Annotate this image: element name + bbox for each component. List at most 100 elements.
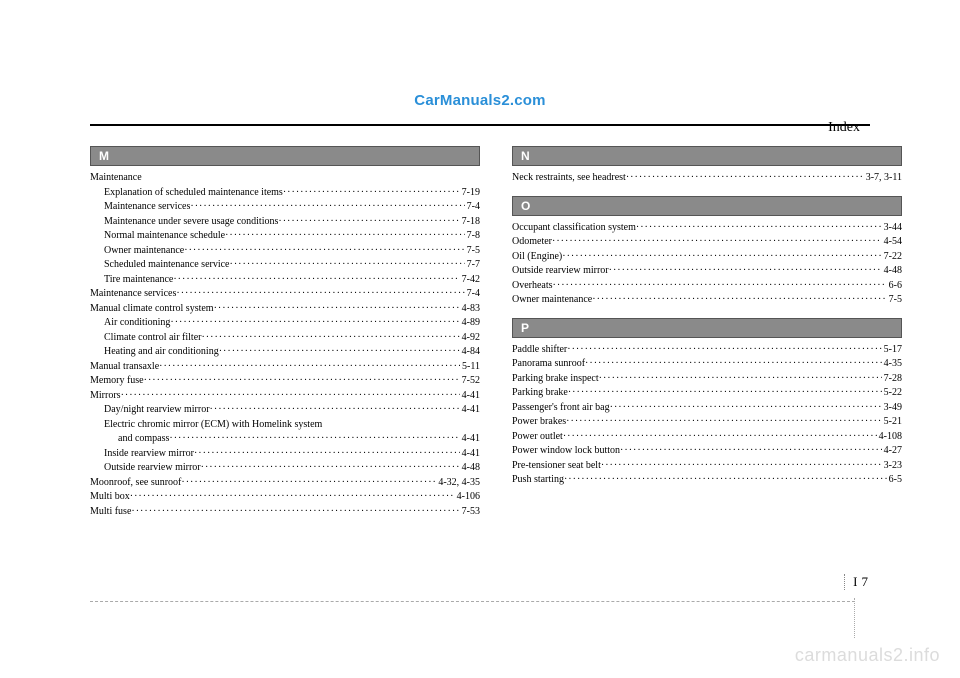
- index-entry: Inside rearview mirror 4-41: [90, 447, 480, 462]
- index-entry-page: 4-35: [882, 357, 902, 372]
- index-entry-page: 4-41: [460, 432, 480, 447]
- index-entry-leader: [144, 374, 460, 389]
- index-entry-page: 4-32, 4-35: [436, 476, 480, 491]
- index-entry-leader: [563, 430, 877, 445]
- index-entry: Pre-tensioner seat belt 3-23: [512, 459, 902, 474]
- index-entry-label: Parking brake inspect: [512, 372, 599, 387]
- index-entry-page: 4-89: [460, 316, 480, 331]
- header-rule: [90, 124, 870, 126]
- index-entry-page: 4-48: [882, 264, 902, 279]
- page-number-page: 7: [862, 574, 869, 590]
- index-entry-page: 6-5: [887, 473, 902, 488]
- index-entry-label: Explanation of scheduled maintenance ite…: [104, 186, 283, 201]
- index-entry-page: 3-44: [882, 221, 902, 236]
- index-entry-leader: [170, 316, 459, 331]
- watermark-top: CarManuals2.com: [414, 92, 545, 109]
- index-entry-label: Normal maintenance schedule: [104, 229, 225, 244]
- index-entry-leader: [592, 293, 886, 308]
- index-entry-leader: [636, 221, 882, 236]
- index-entry-leader: [159, 360, 460, 375]
- index-entry-page: 3-7, 3-11: [864, 171, 902, 186]
- index-entry: Outside rearview mirror 4-48: [512, 264, 902, 279]
- index-entry-page: 7-53: [460, 505, 480, 520]
- index-entry: Oil (Engine) 7-22: [512, 250, 902, 265]
- watermark-bottom: carmanuals2.info: [795, 645, 940, 666]
- index-entry-page: 7-19: [460, 186, 480, 201]
- index-entry-leader: [201, 331, 459, 346]
- index-entry-leader: [566, 415, 882, 430]
- index-entry-page: 4-41: [460, 403, 480, 418]
- index-entry-label: Power brakes: [512, 415, 566, 430]
- index-entry-leader: [214, 302, 460, 317]
- index-entry: Parking brake inspect 7-28: [512, 372, 902, 387]
- index-entry-leader: [190, 200, 464, 215]
- index-entry-leader: [568, 386, 882, 401]
- index-entry-leader: [601, 459, 882, 474]
- index-entry-page: 6-6: [887, 279, 902, 294]
- index-entry-page: 7-7: [465, 258, 480, 273]
- index-entry: Tire maintenance 7-42: [90, 273, 480, 288]
- index-entry-page: 7-4: [465, 200, 480, 215]
- index-entry-label: Neck restraints, see headrest: [512, 171, 626, 186]
- index-entry-leader: [142, 171, 480, 186]
- index-entry: Owner maintenance 7-5: [512, 293, 902, 308]
- index-entry-page: 7-5: [887, 293, 902, 308]
- index-entry-label: and compass: [118, 432, 169, 447]
- index-entry-label: Power window lock button: [512, 444, 620, 459]
- index-entry: Explanation of scheduled maintenance ite…: [90, 186, 480, 201]
- index-entry-label: Push starting: [512, 473, 564, 488]
- index-entry-label: Maintenance services: [90, 287, 176, 302]
- index-entry-label: Memory fuse: [90, 374, 144, 389]
- index-entry: Neck restraints, see headrest 3-7, 3-11: [512, 171, 902, 186]
- index-entry-page: 4-41: [460, 447, 480, 462]
- index-entry: Owner maintenance 7-5: [90, 244, 480, 259]
- index-entry-leader: [610, 401, 882, 416]
- index-entry-label: Moonroof, see sunroof: [90, 476, 181, 491]
- index-entry-label: Tire maintenance: [104, 273, 173, 288]
- index-entry-label: Passenger's front air bag: [512, 401, 610, 416]
- index-entry-leader: [230, 258, 465, 273]
- index-entry-label: Multi fuse: [90, 505, 131, 520]
- index-letter-bar: P: [512, 318, 902, 338]
- index-entry-label: Heating and air conditioning: [104, 345, 219, 360]
- index-entry: Day/night rearview mirror 4-41: [90, 403, 480, 418]
- index-entry-page: 4-83: [460, 302, 480, 317]
- index-entry: Maintenance: [90, 171, 480, 186]
- index-entry-label: Manual transaxle: [90, 360, 159, 375]
- index-entry: Outside rearview mirror 4-48: [90, 461, 480, 476]
- index-entry-leader: [567, 343, 881, 358]
- index-column-right: NNeck restraints, see headrest 3-7, 3-11…: [512, 146, 902, 519]
- index-letter-bar: O: [512, 196, 902, 216]
- index-entry-label: Climate control air filter: [104, 331, 201, 346]
- index-entry-leader: [278, 215, 459, 230]
- index-entry-page: 5-22: [882, 386, 902, 401]
- index-entry-page: 4-92: [460, 331, 480, 346]
- index-entry-label: Scheduled maintenance service: [104, 258, 230, 273]
- index-entry-leader: [553, 279, 887, 294]
- index-entry-label: Mirrors: [90, 389, 121, 404]
- index-entry-page: 7-8: [465, 229, 480, 244]
- index-entry: Maintenance services 7-4: [90, 287, 480, 302]
- index-entry-page: 3-23: [882, 459, 902, 474]
- index-entry-label: Overheats: [512, 279, 553, 294]
- index-entry: Panorama sunroof 4-35: [512, 357, 902, 372]
- index-entry: Electric chromic mirror (ECM) with Homel…: [90, 418, 480, 433]
- index-entry-label: Panorama sunroof: [512, 357, 585, 372]
- index-header: Index: [828, 120, 860, 136]
- index-entry-page: 4-108: [877, 430, 902, 445]
- index-entry: Power brakes 5-21: [512, 415, 902, 430]
- index-entry-leader: [609, 264, 882, 279]
- index-entry-label: Day/night rearview mirror: [104, 403, 210, 418]
- index-entry: and compass 4-41: [90, 432, 480, 447]
- index-entry: Maintenance under severe usage condition…: [90, 215, 480, 230]
- index-entry: Manual transaxle 5-11: [90, 360, 480, 375]
- index-entry-leader: [210, 403, 460, 418]
- index-entry-label: Owner maintenance: [512, 293, 592, 308]
- index-entry: Multi fuse 7-53: [90, 505, 480, 520]
- index-columns: MMaintenance Explanation of scheduled ma…: [90, 146, 870, 519]
- index-entry-page: 4-106: [455, 490, 480, 505]
- index-entry-leader: [599, 372, 882, 387]
- index-entry: Passenger's front air bag 3-49: [512, 401, 902, 416]
- index-entry-page: 4-84: [460, 345, 480, 360]
- index-entry-leader: [564, 473, 887, 488]
